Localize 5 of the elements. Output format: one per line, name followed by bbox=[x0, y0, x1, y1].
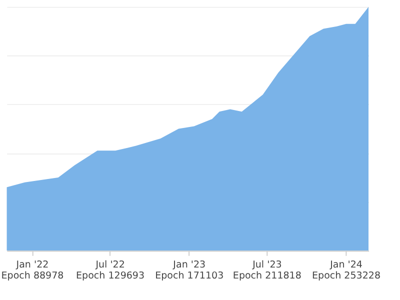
x-tick-label: Jul '22 Epoch 129693 bbox=[76, 259, 145, 282]
x-tick-label: Jul '23 Epoch 211818 bbox=[232, 259, 302, 282]
x-tick-label: Jan '24 Epoch 253228 bbox=[312, 259, 381, 282]
x-tick-label: Jan '23 Epoch 171103 bbox=[155, 259, 224, 282]
x-tick-label: Jan '22 Epoch 88978 bbox=[1, 259, 64, 282]
